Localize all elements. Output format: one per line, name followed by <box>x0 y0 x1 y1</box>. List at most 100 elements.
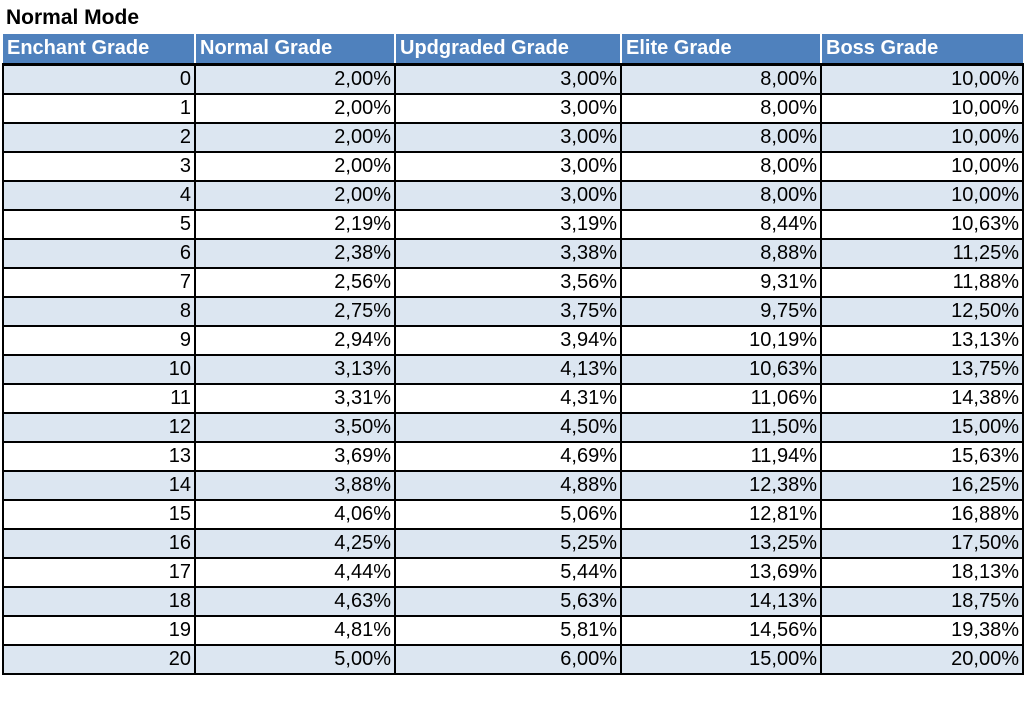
cell-elite-grade[interactable]: 10,63% <box>621 354 822 385</box>
cell-enchant-grade[interactable]: 4 <box>2 180 196 211</box>
cell-boss-grade[interactable]: 10,00% <box>821 151 1024 182</box>
cell-enchant-grade[interactable]: 5 <box>2 209 196 240</box>
cell-boss-grade[interactable]: 13,13% <box>821 325 1024 356</box>
cell-normal-grade[interactable]: 2,00% <box>195 122 396 153</box>
cell-normal-grade[interactable]: 4,81% <box>195 615 396 646</box>
cell-normal-grade[interactable]: 2,19% <box>195 209 396 240</box>
cell-boss-grade[interactable]: 12,50% <box>821 296 1024 327</box>
cell-boss-grade[interactable]: 10,00% <box>821 64 1024 95</box>
cell-elite-grade[interactable]: 14,56% <box>621 615 822 646</box>
cell-elite-grade[interactable]: 8,00% <box>621 122 822 153</box>
cell-elite-grade[interactable]: 8,88% <box>621 238 822 269</box>
cell-boss-grade[interactable]: 10,00% <box>821 180 1024 211</box>
cell-boss-grade[interactable]: 16,25% <box>821 470 1024 501</box>
cell-upgraded-grade[interactable]: 5,44% <box>395 557 622 588</box>
cell-enchant-grade[interactable]: 16 <box>2 528 196 559</box>
cell-enchant-grade[interactable]: 15 <box>2 499 196 530</box>
cell-upgraded-grade[interactable]: 5,25% <box>395 528 622 559</box>
cell-elite-grade[interactable]: 8,00% <box>621 180 822 211</box>
cell-normal-grade[interactable]: 2,00% <box>195 180 396 211</box>
cell-boss-grade[interactable]: 15,63% <box>821 441 1024 472</box>
cell-normal-grade[interactable]: 2,56% <box>195 267 396 298</box>
cell-elite-grade[interactable]: 8,00% <box>621 151 822 182</box>
cell-boss-grade[interactable]: 14,38% <box>821 383 1024 414</box>
cell-boss-grade[interactable]: 16,88% <box>821 499 1024 530</box>
cell-upgraded-grade[interactable]: 3,00% <box>395 93 622 124</box>
cell-normal-grade[interactable]: 2,00% <box>195 151 396 182</box>
header-elite-grade[interactable]: Elite Grade <box>620 34 821 66</box>
cell-enchant-grade[interactable]: 3 <box>2 151 196 182</box>
cell-upgraded-grade[interactable]: 5,81% <box>395 615 622 646</box>
cell-enchant-grade[interactable]: 17 <box>2 557 196 588</box>
cell-elite-grade[interactable]: 15,00% <box>621 644 822 675</box>
cell-normal-grade[interactable]: 3,13% <box>195 354 396 385</box>
cell-enchant-grade[interactable]: 9 <box>2 325 196 356</box>
cell-upgraded-grade[interactable]: 3,75% <box>395 296 622 327</box>
cell-enchant-grade[interactable]: 6 <box>2 238 196 269</box>
cell-normal-grade[interactable]: 4,25% <box>195 528 396 559</box>
cell-upgraded-grade[interactable]: 4,13% <box>395 354 622 385</box>
cell-boss-grade[interactable]: 10,63% <box>821 209 1024 240</box>
cell-boss-grade[interactable]: 11,25% <box>821 238 1024 269</box>
header-boss-grade[interactable]: Boss Grade <box>820 34 1023 66</box>
cell-boss-grade[interactable]: 18,13% <box>821 557 1024 588</box>
cell-enchant-grade[interactable]: 11 <box>2 383 196 414</box>
cell-elite-grade[interactable]: 12,38% <box>621 470 822 501</box>
cell-elite-grade[interactable]: 8,44% <box>621 209 822 240</box>
cell-boss-grade[interactable]: 20,00% <box>821 644 1024 675</box>
cell-enchant-grade[interactable]: 19 <box>2 615 196 646</box>
cell-upgraded-grade[interactable]: 3,19% <box>395 209 622 240</box>
cell-boss-grade[interactable]: 10,00% <box>821 93 1024 124</box>
cell-upgraded-grade[interactable]: 3,38% <box>395 238 622 269</box>
header-normal-grade[interactable]: Normal Grade <box>194 34 395 66</box>
cell-normal-grade[interactable]: 4,63% <box>195 586 396 617</box>
cell-upgraded-grade[interactable]: 6,00% <box>395 644 622 675</box>
cell-enchant-grade[interactable]: 1 <box>2 93 196 124</box>
cell-normal-grade[interactable]: 3,88% <box>195 470 396 501</box>
cell-elite-grade[interactable]: 12,81% <box>621 499 822 530</box>
cell-elite-grade[interactable]: 13,25% <box>621 528 822 559</box>
cell-normal-grade[interactable]: 4,06% <box>195 499 396 530</box>
cell-normal-grade[interactable]: 3,50% <box>195 412 396 443</box>
cell-elite-grade[interactable]: 11,94% <box>621 441 822 472</box>
cell-enchant-grade[interactable]: 20 <box>2 644 196 675</box>
cell-elite-grade[interactable]: 8,00% <box>621 93 822 124</box>
cell-normal-grade[interactable]: 2,94% <box>195 325 396 356</box>
cell-elite-grade[interactable]: 11,50% <box>621 412 822 443</box>
cell-elite-grade[interactable]: 9,31% <box>621 267 822 298</box>
cell-upgraded-grade[interactable]: 5,63% <box>395 586 622 617</box>
cell-upgraded-grade[interactable]: 3,00% <box>395 122 622 153</box>
cell-upgraded-grade[interactable]: 3,00% <box>395 180 622 211</box>
header-upgraded-grade[interactable]: Updgraded Grade <box>394 34 621 66</box>
cell-normal-grade[interactable]: 2,38% <box>195 238 396 269</box>
cell-elite-grade[interactable]: 9,75% <box>621 296 822 327</box>
cell-boss-grade[interactable]: 13,75% <box>821 354 1024 385</box>
cell-enchant-grade[interactable]: 18 <box>2 586 196 617</box>
cell-upgraded-grade[interactable]: 3,94% <box>395 325 622 356</box>
cell-normal-grade[interactable]: 5,00% <box>195 644 396 675</box>
cell-boss-grade[interactable]: 11,88% <box>821 267 1024 298</box>
cell-upgraded-grade[interactable]: 3,56% <box>395 267 622 298</box>
cell-enchant-grade[interactable]: 0 <box>2 64 196 95</box>
header-enchant-grade[interactable]: Enchant Grade <box>3 34 195 66</box>
cell-enchant-grade[interactable]: 7 <box>2 267 196 298</box>
cell-elite-grade[interactable]: 14,13% <box>621 586 822 617</box>
cell-boss-grade[interactable]: 19,38% <box>821 615 1024 646</box>
cell-normal-grade[interactable]: 2,75% <box>195 296 396 327</box>
cell-normal-grade[interactable]: 3,31% <box>195 383 396 414</box>
cell-normal-grade[interactable]: 3,69% <box>195 441 396 472</box>
cell-upgraded-grade[interactable]: 4,69% <box>395 441 622 472</box>
cell-boss-grade[interactable]: 18,75% <box>821 586 1024 617</box>
cell-upgraded-grade[interactable]: 3,00% <box>395 64 622 95</box>
cell-elite-grade[interactable]: 13,69% <box>621 557 822 588</box>
cell-normal-grade[interactable]: 2,00% <box>195 93 396 124</box>
cell-upgraded-grade[interactable]: 4,88% <box>395 470 622 501</box>
cell-elite-grade[interactable]: 10,19% <box>621 325 822 356</box>
cell-enchant-grade[interactable]: 10 <box>2 354 196 385</box>
cell-enchant-grade[interactable]: 13 <box>2 441 196 472</box>
cell-upgraded-grade[interactable]: 4,50% <box>395 412 622 443</box>
cell-elite-grade[interactable]: 8,00% <box>621 64 822 95</box>
cell-boss-grade[interactable]: 17,50% <box>821 528 1024 559</box>
cell-enchant-grade[interactable]: 2 <box>2 122 196 153</box>
cell-normal-grade[interactable]: 2,00% <box>195 64 396 95</box>
